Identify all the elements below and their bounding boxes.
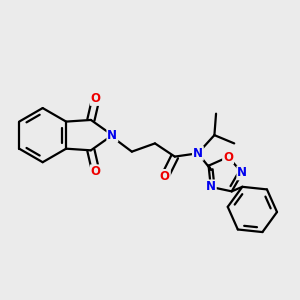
Text: N: N — [237, 167, 248, 179]
Text: N: N — [206, 180, 216, 194]
Text: O: O — [91, 92, 101, 105]
Text: O: O — [160, 170, 170, 183]
Text: N: N — [107, 129, 117, 142]
Text: O: O — [91, 165, 101, 178]
Text: O: O — [223, 151, 233, 164]
Text: N: N — [193, 147, 203, 160]
